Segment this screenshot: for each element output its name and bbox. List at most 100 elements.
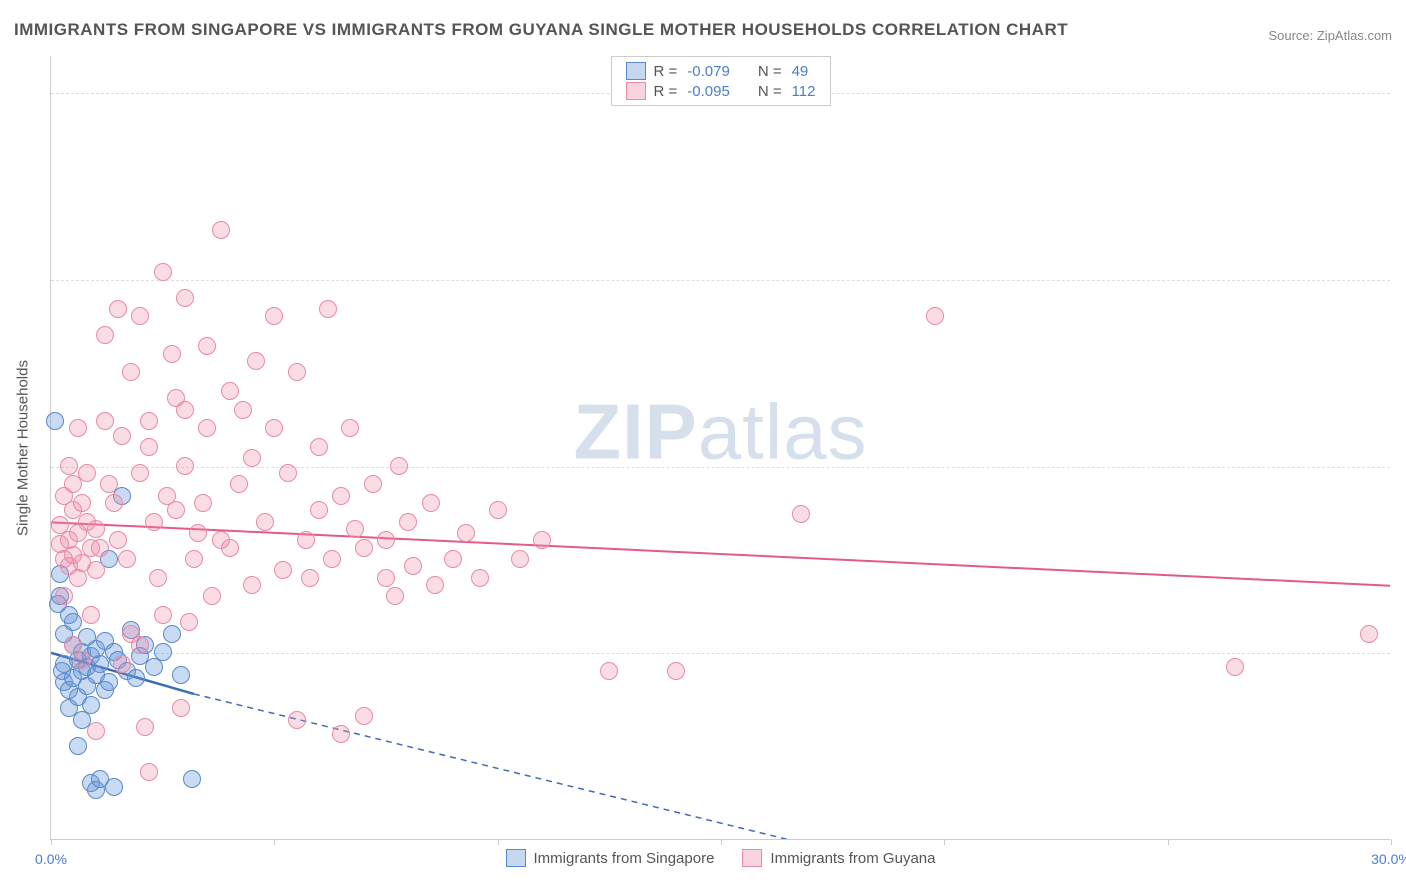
- y-tick-label: 15.0%: [1395, 272, 1406, 288]
- data-point: [154, 606, 172, 624]
- data-point: [172, 699, 190, 717]
- data-point: [386, 587, 404, 605]
- legend-swatch-guyana: [626, 82, 646, 100]
- data-point: [53, 662, 71, 680]
- data-point: [792, 505, 810, 523]
- gridline: [51, 280, 1390, 281]
- legend-swatch-icon: [742, 849, 762, 867]
- data-point: [113, 655, 131, 673]
- data-point: [136, 718, 154, 736]
- data-point: [926, 307, 944, 325]
- data-point: [176, 457, 194, 475]
- data-point: [96, 326, 114, 344]
- data-point: [377, 569, 395, 587]
- legend-item-singapore: Immigrants from Singapore: [506, 849, 715, 867]
- data-point: [221, 539, 239, 557]
- data-point: [297, 531, 315, 549]
- data-point: [96, 412, 114, 430]
- data-point: [230, 475, 248, 493]
- data-point: [355, 539, 373, 557]
- data-point: [149, 569, 167, 587]
- data-point: [533, 531, 551, 549]
- data-point: [310, 438, 328, 456]
- data-point: [511, 550, 529, 568]
- data-point: [288, 363, 306, 381]
- data-point: [247, 352, 265, 370]
- data-point: [154, 643, 172, 661]
- data-point: [243, 449, 261, 467]
- data-point: [73, 651, 91, 669]
- data-point: [600, 662, 618, 680]
- data-point: [167, 501, 185, 519]
- data-point: [82, 696, 100, 714]
- data-point: [183, 770, 201, 788]
- data-point: [256, 513, 274, 531]
- data-point: [194, 494, 212, 512]
- data-point: [310, 501, 328, 519]
- x-tick-label: 0.0%: [35, 851, 67, 867]
- data-point: [172, 666, 190, 684]
- plot-area: ZIPatlas Single Mother Households 5.0%10…: [50, 56, 1390, 840]
- y-tick-label: 5.0%: [1395, 645, 1406, 661]
- data-point: [105, 494, 123, 512]
- data-point: [404, 557, 422, 575]
- data-point: [167, 389, 185, 407]
- data-point: [279, 464, 297, 482]
- data-point: [176, 289, 194, 307]
- legend-row-singapore: R = -0.079 N = 49: [626, 61, 816, 81]
- x-tick-label: 30.0%: [1371, 851, 1406, 867]
- data-point: [288, 711, 306, 729]
- trend-lines: [51, 56, 1390, 839]
- data-point: [1360, 625, 1378, 643]
- data-point: [87, 722, 105, 740]
- data-point: [69, 737, 87, 755]
- data-point: [109, 531, 127, 549]
- correlation-chart: IMMIGRANTS FROM SINGAPORE VS IMMIGRANTS …: [0, 0, 1406, 892]
- data-point: [377, 531, 395, 549]
- data-point: [154, 263, 172, 281]
- data-point: [390, 457, 408, 475]
- x-tick: [1391, 839, 1392, 845]
- legend-item-guyana: Immigrants from Guyana: [742, 849, 935, 867]
- data-point: [399, 513, 417, 531]
- data-point: [140, 412, 158, 430]
- legend-swatch-icon: [506, 849, 526, 867]
- data-point: [212, 221, 230, 239]
- data-point: [422, 494, 440, 512]
- x-tick: [1168, 839, 1169, 845]
- data-point: [1226, 658, 1244, 676]
- chart-title: IMMIGRANTS FROM SINGAPORE VS IMMIGRANTS …: [14, 20, 1068, 40]
- x-tick: [721, 839, 722, 845]
- data-point: [444, 550, 462, 568]
- data-point: [189, 524, 207, 542]
- data-point: [145, 513, 163, 531]
- y-tick-label: 20.0%: [1395, 85, 1406, 101]
- data-point: [122, 363, 140, 381]
- data-point: [131, 307, 149, 325]
- data-point: [667, 662, 685, 680]
- data-point: [341, 419, 359, 437]
- data-point: [100, 475, 118, 493]
- data-point: [198, 419, 216, 437]
- data-point: [87, 561, 105, 579]
- y-tick-label: 10.0%: [1395, 459, 1406, 475]
- legend-swatch-singapore: [626, 62, 646, 80]
- data-point: [118, 550, 136, 568]
- data-point: [140, 438, 158, 456]
- legend-row-guyana: R = -0.095 N = 112: [626, 81, 816, 101]
- data-point: [87, 520, 105, 538]
- data-point: [471, 569, 489, 587]
- data-point: [265, 419, 283, 437]
- x-tick: [944, 839, 945, 845]
- data-point: [489, 501, 507, 519]
- r-value-singapore: -0.079: [687, 63, 730, 80]
- data-point: [55, 587, 73, 605]
- data-point: [426, 576, 444, 594]
- x-tick: [498, 839, 499, 845]
- data-point: [46, 412, 64, 430]
- data-point: [163, 625, 181, 643]
- data-point: [457, 524, 475, 542]
- r-value-guyana: -0.095: [687, 83, 730, 100]
- data-point: [185, 550, 203, 568]
- data-point: [265, 307, 283, 325]
